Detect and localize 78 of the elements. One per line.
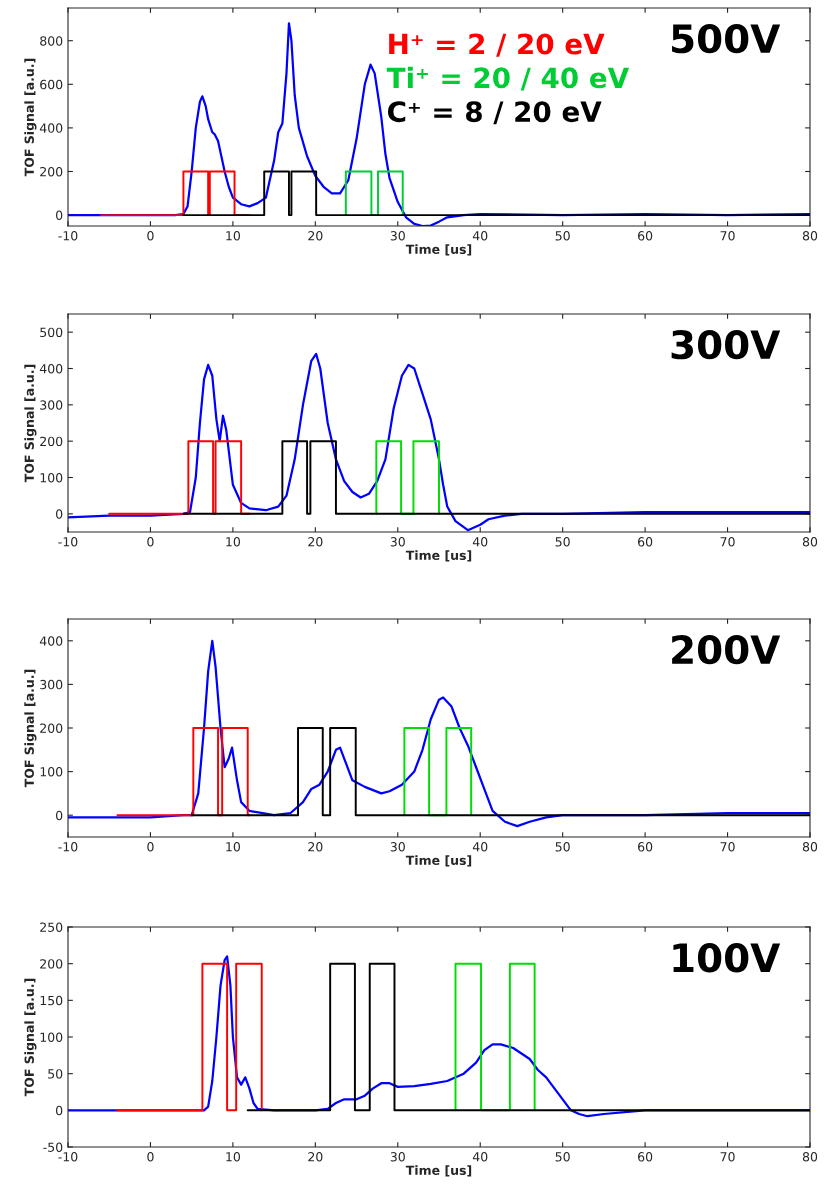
x-tick-label: 70 <box>720 1152 735 1162</box>
x-tick-label: -10 <box>58 1152 78 1162</box>
y-tick-label: 200 <box>40 166 63 177</box>
x-tick-label: 50 <box>555 231 570 241</box>
text: H⁺ = 2 / 20 eV <box>389 33 605 57</box>
y-tick-label: 0 <box>56 210 63 221</box>
y-tick-label: 200 <box>40 723 63 733</box>
y-axis-title: TOF Signal [a.u.] <box>24 978 37 1097</box>
x-tick-label: 40 <box>472 1152 488 1162</box>
annotation: 200V <box>672 634 781 665</box>
x-tick-label: 10 <box>226 231 241 241</box>
x-tick-label: 60 <box>638 537 653 547</box>
x-tick-label: 0 <box>147 537 154 547</box>
x-tick-label: 50 <box>555 537 570 547</box>
x-tick-label: 70 <box>720 537 735 547</box>
y-tick-label: 300 <box>40 400 63 410</box>
x-tick-label: 20 <box>308 1152 323 1162</box>
x-tick-label: 70 <box>720 842 735 852</box>
x-tick-label: 30 <box>390 842 405 852</box>
x-tick-label: -10 <box>58 842 78 852</box>
x-tick-label: 70 <box>720 231 735 241</box>
annotation: 300V <box>671 329 781 360</box>
x-tick-label: 30 <box>390 537 405 547</box>
x-tick-label: 20 <box>308 842 323 852</box>
y-tick-label: 100 <box>40 767 63 777</box>
y-tick-label: 800 <box>40 36 63 46</box>
y-tick-label: 300 <box>40 679 63 690</box>
x-tick-label: 80 <box>802 842 818 852</box>
y-tick-label: 100 <box>40 1032 63 1042</box>
text: C⁺ = 8 / 20 eV <box>388 101 602 125</box>
x-tick-label: -10 <box>58 231 78 241</box>
y-tick-label: 250 <box>40 922 63 932</box>
x-axis-title: Time [us] <box>405 550 472 562</box>
x-axis-title: Time [us] <box>405 1165 472 1177</box>
x-tick-label: 60 <box>638 231 653 241</box>
annotation: 500V <box>672 23 781 54</box>
y-tick-label: 200 <box>40 959 63 969</box>
x-tick-label: 10 <box>226 537 241 547</box>
x-tick-label: 30 <box>390 231 405 241</box>
text: Ti⁺ = 20 / 40 eV <box>386 66 630 91</box>
y-tick-label: 400 <box>39 636 63 646</box>
y-tick-label: 0 <box>56 810 63 821</box>
y-tick-label: 150 <box>40 995 63 1006</box>
x-tick-label: 20 <box>308 537 323 547</box>
y-tick-label: 500 <box>40 327 63 338</box>
x-tick-label: 0 <box>147 1152 154 1162</box>
x-tick-label: 40 <box>472 537 488 547</box>
y-tick-label: 100 <box>40 472 63 483</box>
y-axis-title: TOF Signal [a.u.] <box>24 669 37 788</box>
x-tick-label: 80 <box>802 231 818 241</box>
x-tick-label: 40 <box>472 842 488 852</box>
x-tick-label: 0 <box>147 231 154 241</box>
y-tick-label: 400 <box>39 123 63 133</box>
x-tick-label: 10 <box>226 1152 241 1162</box>
x-tick-label: 20 <box>308 231 323 241</box>
x-tick-label: 60 <box>638 1152 653 1162</box>
y-tick-label: 200 <box>40 436 63 447</box>
y-axis-title: TOF Signal [a.u.] <box>24 364 37 483</box>
x-tick-label: 80 <box>802 1152 818 1162</box>
x-tick-label: 60 <box>638 842 653 852</box>
x-tick-label: 50 <box>555 1152 570 1162</box>
y-tick-label: -50 <box>43 1142 63 1152</box>
y-tick-label: 0 <box>56 509 63 519</box>
x-tick-label: 0 <box>147 842 154 852</box>
y-tick-label: 0 <box>56 1105 63 1116</box>
y-tick-label: 600 <box>40 79 63 90</box>
x-tick-label: 40 <box>472 231 488 241</box>
y-tick-label: 50 <box>48 1069 63 1079</box>
x-axis-title: Time [us] <box>405 855 472 867</box>
x-axis-title: Time [us] <box>405 244 472 256</box>
x-tick-label: 50 <box>555 842 570 852</box>
y-axis-title: TOF Signal [a.u.] <box>24 58 37 177</box>
x-tick-label: 30 <box>390 1152 405 1162</box>
annotation: 100V <box>673 943 781 973</box>
x-tick-label: -10 <box>58 537 78 547</box>
y-tick-label: 400 <box>39 363 63 374</box>
x-tick-label: 80 <box>802 537 818 547</box>
x-tick-label: 10 <box>226 842 241 852</box>
